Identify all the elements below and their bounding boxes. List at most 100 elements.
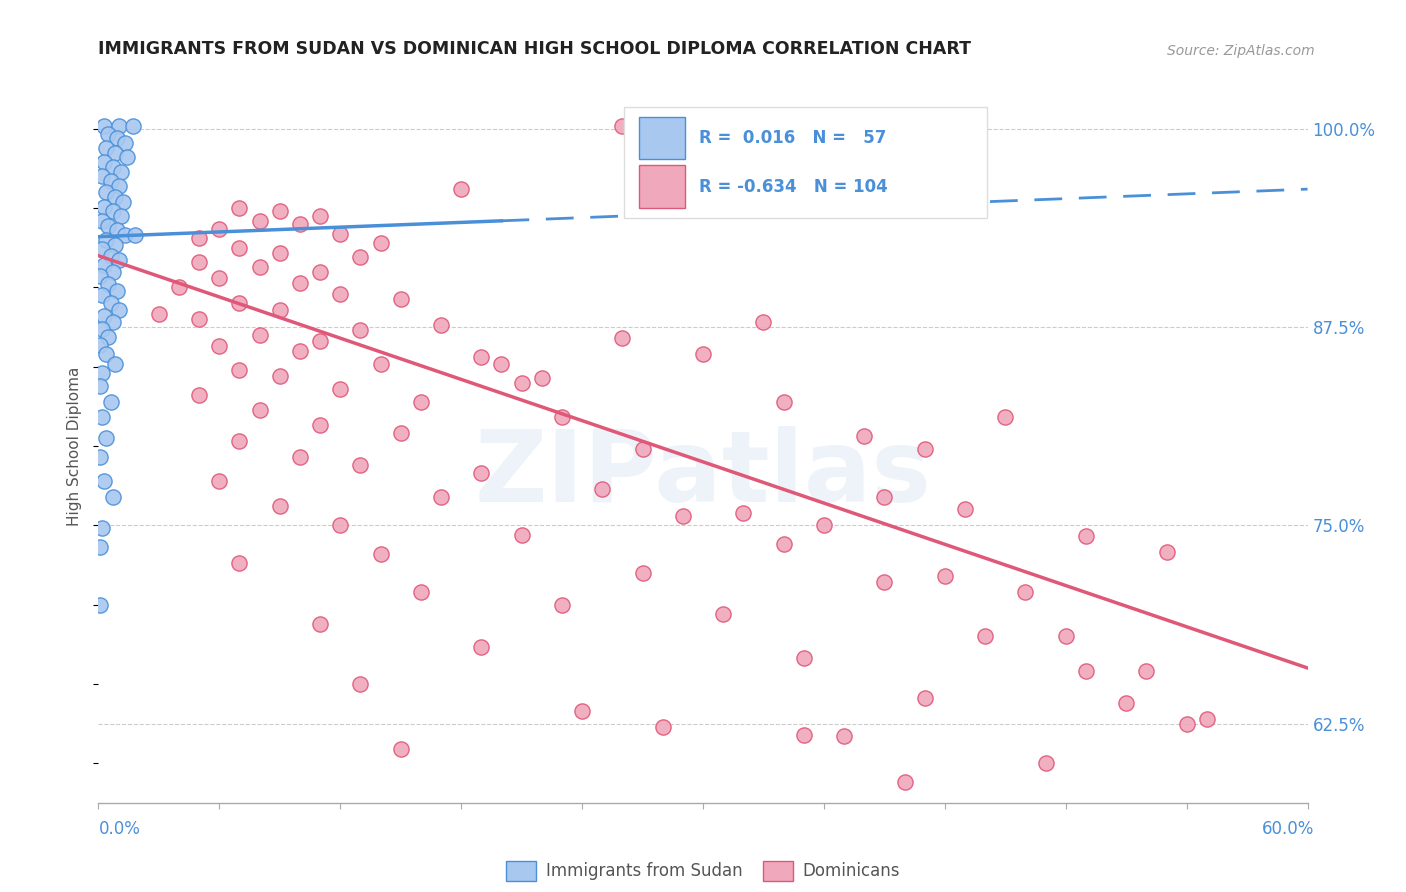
Point: [93, 119, 115, 133]
Point: [124, 228, 146, 243]
Point: [105, 284, 128, 298]
Point: [100, 394, 122, 409]
Point: [91, 169, 114, 184]
Text: Source: ZipAtlas.com: Source: ZipAtlas.com: [1167, 44, 1315, 58]
Point: [470, 640, 492, 655]
Point: [188, 255, 211, 269]
Point: [228, 296, 250, 310]
Point: [612, 119, 634, 133]
Point: [107, 253, 129, 268]
Point: [91, 214, 114, 228]
Point: [96, 233, 118, 247]
FancyBboxPatch shape: [624, 107, 987, 218]
Point: [1074, 664, 1097, 678]
Point: [91, 243, 114, 257]
Point: [430, 490, 453, 504]
Point: [349, 677, 371, 691]
Point: [309, 209, 332, 223]
Text: ZIPatlas: ZIPatlas: [475, 426, 931, 523]
Point: [100, 249, 122, 263]
Y-axis label: High School Diploma: High School Diploma: [67, 367, 83, 525]
Point: [228, 363, 250, 377]
Point: [208, 339, 231, 353]
Point: [105, 223, 128, 237]
Point: [1115, 696, 1137, 710]
Point: [288, 450, 311, 464]
Point: [107, 178, 129, 193]
Point: [110, 209, 132, 223]
Text: 0.0%: 0.0%: [98, 820, 141, 838]
Point: [389, 292, 412, 306]
Point: [309, 264, 332, 278]
Point: [813, 518, 835, 533]
Point: [101, 264, 124, 278]
Point: [953, 502, 976, 516]
Point: [93, 155, 115, 169]
Point: [349, 250, 371, 264]
Point: [89, 269, 111, 284]
Point: [470, 350, 492, 364]
Point: [101, 204, 124, 219]
Point: [692, 166, 714, 180]
Point: [329, 227, 352, 241]
Point: [188, 231, 211, 245]
Point: [793, 728, 815, 742]
Point: [349, 458, 371, 472]
Point: [974, 629, 997, 643]
Point: [389, 742, 412, 756]
Point: [288, 217, 311, 231]
Point: [370, 235, 392, 250]
Point: [1054, 629, 1077, 643]
Point: [188, 312, 211, 326]
Point: [772, 537, 794, 551]
Point: [228, 557, 250, 571]
Point: [631, 442, 654, 457]
Point: [672, 508, 695, 523]
Point: [711, 607, 734, 621]
Text: R = -0.634   N = 104: R = -0.634 N = 104: [699, 178, 889, 195]
Point: [1156, 545, 1178, 559]
Point: [93, 200, 115, 214]
Point: [832, 729, 855, 743]
Point: [107, 119, 129, 133]
Point: [101, 315, 124, 329]
Point: [893, 775, 915, 789]
Point: [491, 357, 513, 371]
Point: [96, 186, 118, 200]
Point: [1175, 716, 1198, 731]
Point: [651, 119, 673, 133]
Point: [309, 334, 332, 349]
Point: [228, 434, 250, 449]
Point: [752, 315, 775, 329]
Point: [370, 357, 392, 371]
Point: [288, 276, 311, 290]
Point: [692, 347, 714, 361]
Point: [873, 575, 896, 590]
Point: [91, 521, 114, 535]
Point: [114, 228, 136, 243]
Point: [107, 302, 129, 317]
Text: 60.0%: 60.0%: [1263, 820, 1315, 838]
Point: [349, 323, 371, 337]
Point: [934, 569, 956, 583]
Point: [103, 190, 125, 204]
Point: [228, 241, 250, 255]
Point: [288, 343, 311, 358]
Point: [91, 321, 114, 335]
Point: [651, 720, 673, 734]
Point: [89, 378, 111, 392]
Point: [89, 598, 111, 612]
Point: [1135, 664, 1157, 678]
Point: [1035, 756, 1057, 771]
Point: [269, 245, 291, 260]
Point: [93, 309, 115, 323]
Point: [89, 541, 111, 555]
Point: [1074, 529, 1097, 543]
Point: [530, 371, 553, 385]
Point: [772, 394, 794, 409]
Point: [103, 357, 125, 371]
Point: [853, 429, 876, 443]
Point: [591, 482, 613, 496]
Point: [269, 500, 291, 514]
Legend: Immigrants from Sudan, Dominicans: Immigrants from Sudan, Dominicans: [499, 855, 907, 888]
